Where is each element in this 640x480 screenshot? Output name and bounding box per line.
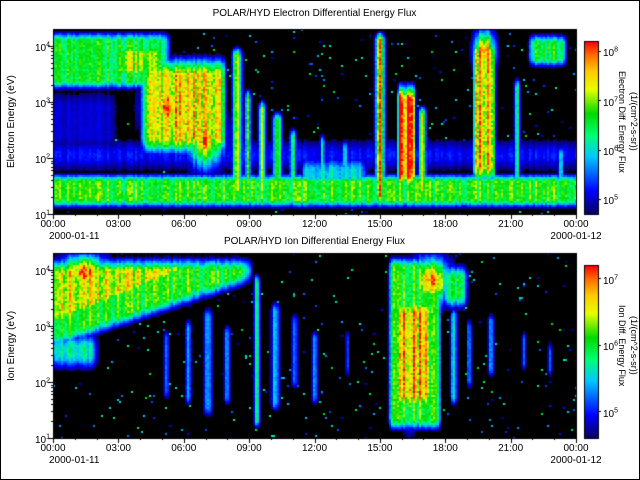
colorbar-tick-label: 106 xyxy=(603,145,619,159)
x-tick-label: 06:00 xyxy=(171,443,197,454)
x-tick-label: 03:00 xyxy=(105,219,131,230)
y-tick-label: 103 xyxy=(34,97,50,111)
electron-y-axis-label: Electron Energy (eV) xyxy=(6,75,17,168)
electron-start-date-label: 2000-01-11 xyxy=(49,231,100,242)
ion-plot-title: POLAR/HYD Ion Differential Energy Flux xyxy=(223,236,405,247)
x-tick-label: 21:00 xyxy=(498,443,524,454)
x-tick-label: 03:00 xyxy=(105,443,131,454)
x-tick-label: 06:00 xyxy=(171,219,197,230)
x-tick-label: 18:00 xyxy=(432,443,458,454)
y-tick-label: 102 xyxy=(34,153,50,167)
electron-end-date-label: 2000-01-12 xyxy=(550,231,602,242)
colorbar-tick-label: 105 xyxy=(603,407,619,420)
electron-plot-title: POLAR/HYD Electron Differential Energy F… xyxy=(212,8,417,19)
y-tick-label: 101 xyxy=(34,210,50,223)
electron-spectrogram-canvas xyxy=(1,1,639,241)
ion-end-date-label: 2000-01-12 xyxy=(550,455,602,466)
colorbar-tick-label: 107 xyxy=(603,96,619,109)
colorbar-tick-label: 108 xyxy=(603,46,619,60)
y-tick-label: 102 xyxy=(34,377,50,391)
colorbar-tick-label: 106 xyxy=(603,340,619,354)
ion-start-date-label: 2000-01-11 xyxy=(49,455,100,466)
x-tick-label: 12:00 xyxy=(301,443,328,454)
x-tick-label: 00:00 xyxy=(563,219,589,230)
ion-y-axis-label: Ion Energy (eV) xyxy=(6,310,17,381)
y-tick-label: 103 xyxy=(34,321,50,335)
electron-colorbar-units-label: (1/(cm^2-s-sr)) xyxy=(629,92,639,151)
colorbar-tick-label: 105 xyxy=(603,195,619,208)
x-tick-label: 21:00 xyxy=(498,219,524,230)
electron-colorbar-label: Electron Diff. Energy Flux xyxy=(617,70,627,173)
ion-colorbar-units-label: (1/(cm^2-s-sr)) xyxy=(629,316,639,375)
x-tick-label: 00:00 xyxy=(40,219,66,230)
y-tick-label: 104 xyxy=(34,265,50,279)
x-tick-label: 00:00 xyxy=(563,443,589,454)
x-tick-label: 18:00 xyxy=(432,219,458,230)
colorbar-tick-label: 107 xyxy=(603,274,619,287)
y-tick-label: 101 xyxy=(34,434,50,447)
x-tick-label: 09:00 xyxy=(236,219,262,230)
x-tick-label: 15:00 xyxy=(367,443,393,454)
ion-colorbar-label: Ion Diff. Energy Flux xyxy=(617,304,627,387)
ion-spectrogram-canvas xyxy=(1,241,639,479)
x-tick-label: 12:00 xyxy=(301,219,328,230)
x-tick-label: 09:00 xyxy=(236,443,262,454)
x-tick-label: 00:00 xyxy=(40,443,66,454)
x-tick-label: 15:00 xyxy=(367,219,393,230)
y-tick-label: 104 xyxy=(34,41,50,55)
